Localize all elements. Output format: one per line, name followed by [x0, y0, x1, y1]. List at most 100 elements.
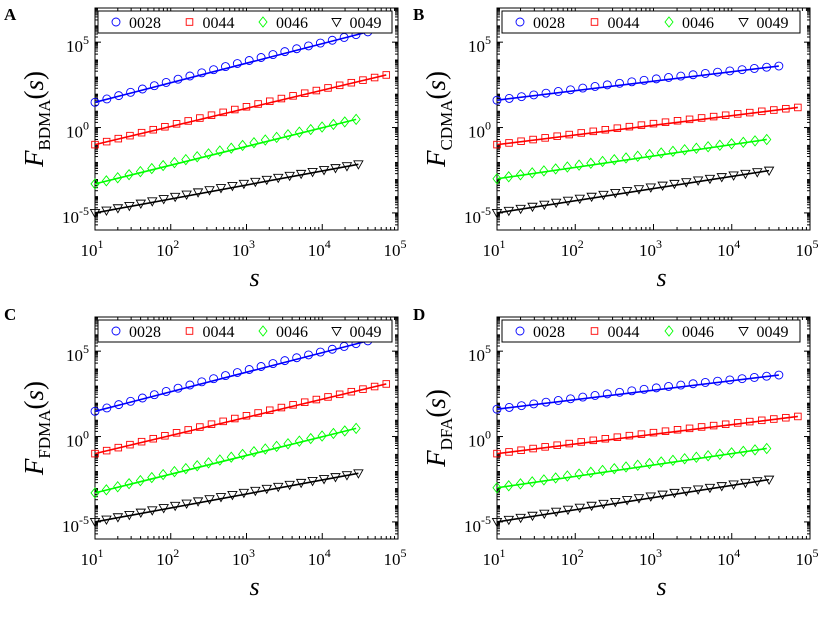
- legend-marker: [258, 325, 268, 337]
- legend-label: 0044: [608, 15, 640, 32]
- data-point: [113, 172, 123, 184]
- data-point: [492, 482, 502, 494]
- data-point: [491, 517, 503, 528]
- data-point: [219, 417, 227, 426]
- data-point: [733, 419, 742, 427]
- data-point: [370, 382, 379, 391]
- legend-label: 0028: [533, 324, 565, 341]
- data-point: [124, 510, 135, 521]
- data-point: [726, 447, 737, 459]
- data-point: [295, 478, 307, 489]
- legend-label: 0049: [757, 15, 789, 32]
- data-point: [341, 471, 353, 481]
- legend-label: 0049: [350, 15, 382, 32]
- data-point: [651, 74, 661, 84]
- x-axis-title: s: [249, 572, 259, 601]
- data-point: [300, 398, 309, 406]
- data-point: [517, 401, 526, 411]
- data-point: [114, 134, 123, 143]
- data-point: [91, 140, 99, 149]
- data-point: [149, 390, 159, 400]
- data-point: [649, 119, 658, 128]
- data-point: [553, 87, 563, 96]
- data-point: [517, 92, 526, 102]
- data-point: [315, 38, 325, 48]
- data-point: [633, 494, 645, 504]
- legend-label: 0044: [203, 15, 235, 32]
- data-point: [709, 112, 718, 121]
- fit-line: [94, 427, 357, 494]
- data-point: [574, 503, 586, 514]
- data-point: [335, 81, 344, 90]
- data-point: [266, 406, 274, 415]
- fit-line: [496, 415, 798, 455]
- data-point: [615, 78, 624, 88]
- data-point: [517, 446, 525, 454]
- data-point: [101, 515, 112, 526]
- x-tick-label: 103: [232, 237, 255, 260]
- data-point: [197, 377, 207, 387]
- data-point: [574, 194, 586, 205]
- series-0044: [91, 380, 391, 458]
- data-point: [272, 173, 284, 184]
- fit-line: [94, 74, 387, 146]
- data-point: [504, 480, 514, 492]
- data-point: [726, 138, 737, 150]
- x-tick-label: 102: [561, 546, 584, 569]
- data-point: [578, 83, 588, 93]
- data-point: [597, 155, 608, 168]
- data-point: [330, 473, 341, 483]
- data-point: [562, 470, 572, 482]
- data-point: [126, 440, 134, 449]
- data-point: [91, 449, 99, 458]
- data-point: [688, 379, 698, 389]
- data-point: [90, 97, 100, 107]
- data-point: [254, 100, 262, 108]
- y-tick-label: 10-5: [464, 204, 491, 227]
- data-point: [515, 169, 526, 181]
- data-point: [565, 439, 573, 448]
- data-point: [749, 63, 759, 73]
- data-point: [676, 71, 686, 81]
- x-tick-label: 101: [81, 546, 104, 569]
- data-point: [268, 50, 278, 60]
- data-point: [192, 497, 204, 507]
- data-point: [763, 475, 775, 486]
- data-point: [562, 161, 572, 173]
- data-point: [539, 474, 549, 486]
- fit-line: [94, 163, 359, 214]
- data-point: [238, 179, 250, 190]
- data-point: [161, 386, 171, 396]
- data-point: [135, 474, 145, 487]
- data-point: [733, 110, 742, 118]
- data-point: [158, 195, 169, 205]
- data-point: [277, 94, 286, 103]
- legend-box: [97, 10, 393, 34]
- data-point: [661, 118, 670, 126]
- series-0044: [493, 103, 802, 149]
- data-point: [112, 204, 124, 214]
- legend: 0028 0044 0046 0049: [97, 319, 393, 343]
- data-point: [249, 445, 259, 458]
- y-tick-label: 100: [468, 119, 491, 142]
- data-point: [327, 344, 337, 354]
- data-point: [300, 89, 309, 97]
- legend-box: [97, 319, 393, 343]
- data-point: [704, 483, 716, 494]
- data-point: [661, 427, 670, 435]
- data-point: [527, 476, 537, 488]
- fit-line: [496, 447, 767, 489]
- data-point: [644, 148, 655, 161]
- fit-line: [94, 118, 357, 185]
- data-point: [725, 375, 735, 385]
- data-point: [124, 168, 134, 181]
- data-point: [728, 171, 739, 181]
- series-0049: [89, 469, 364, 528]
- data-point: [645, 492, 657, 502]
- data-point: [90, 487, 100, 499]
- data-point: [517, 137, 525, 145]
- data-point: [294, 435, 304, 447]
- fit-line: [496, 65, 779, 101]
- data-point: [289, 92, 297, 100]
- data-point: [192, 151, 202, 163]
